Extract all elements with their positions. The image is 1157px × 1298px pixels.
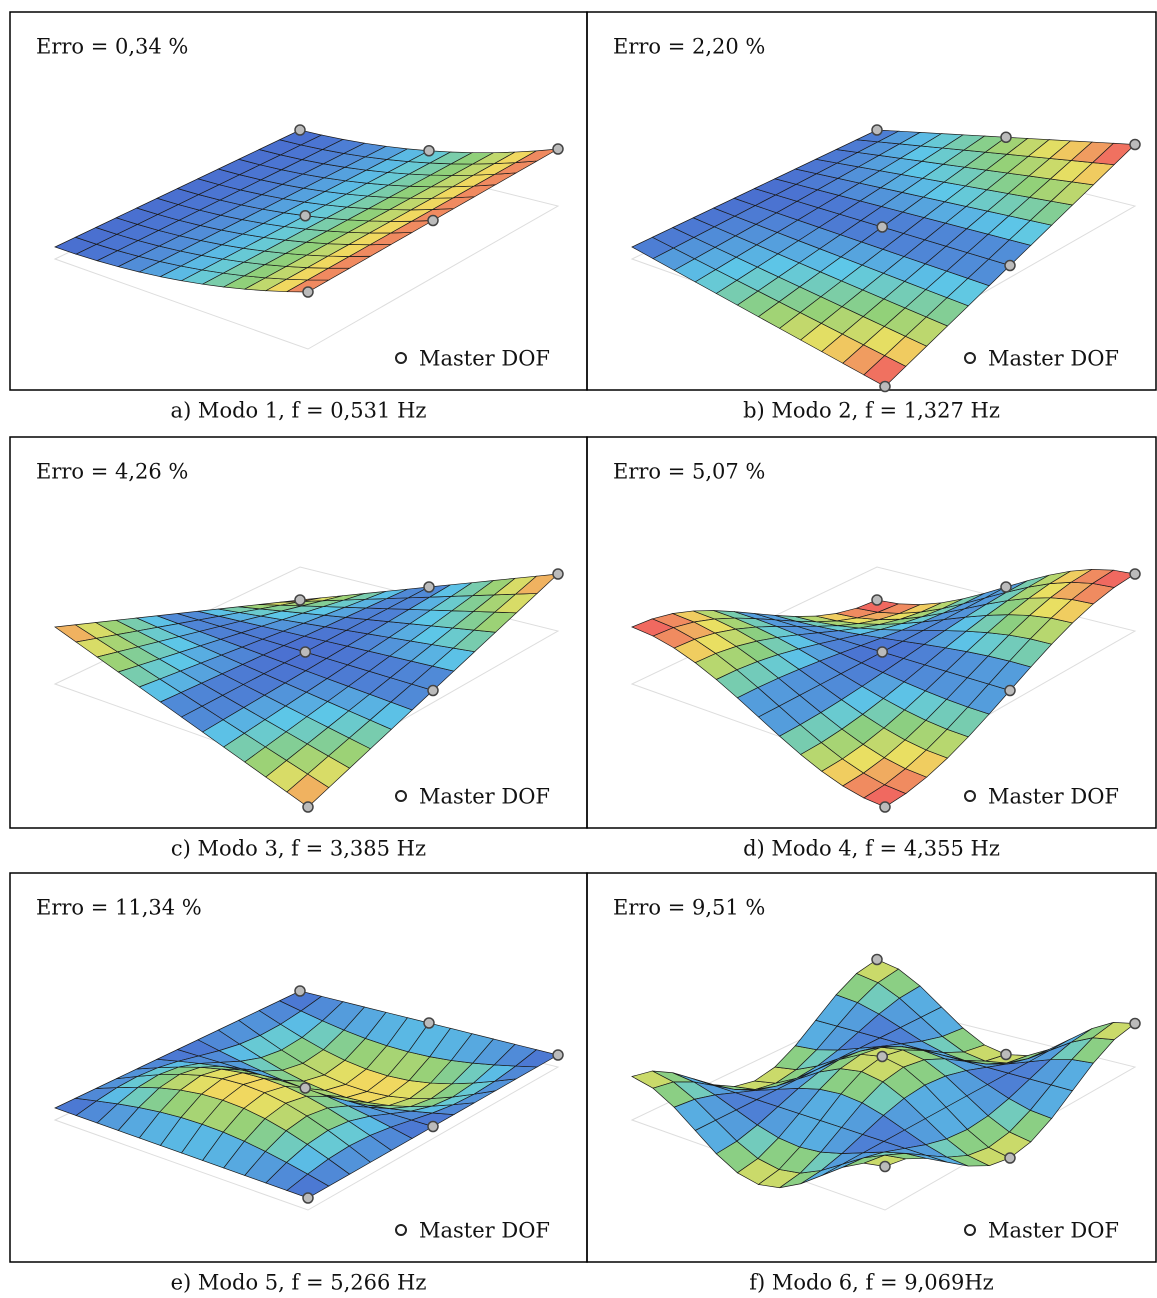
master-dof-node <box>1004 259 1016 272</box>
master-dof-node <box>299 1082 311 1094</box>
master-dof-node <box>423 145 435 157</box>
caption: c) Modo 3, f = 3,385 Hz <box>171 837 426 861</box>
caption: a) Modo 1, f = 0,531 Hz <box>171 399 427 423</box>
master-dof-node <box>423 581 435 593</box>
error-label: Erro = 9,51 % <box>613 896 765 920</box>
master-dof-node <box>1000 1048 1012 1061</box>
error-label: Erro = 0,34 % <box>36 35 188 59</box>
panel: Erro = 11,34 % Master DOF <box>9 872 588 1263</box>
legend-label: Master DOF <box>988 785 1119 809</box>
master-dof-node <box>294 594 306 606</box>
legend-label: Master DOF <box>988 347 1119 371</box>
master-dof-node <box>294 985 306 997</box>
master-dof-node <box>302 286 314 298</box>
master-dof-node <box>299 210 311 222</box>
legend-label: Master DOF <box>419 347 550 371</box>
master-dof-node <box>876 1050 888 1063</box>
legend-marker <box>395 1224 407 1236</box>
master-dof-node <box>876 221 888 233</box>
master-dof-node <box>552 568 564 580</box>
master-dof-node <box>1129 1017 1141 1030</box>
legend-marker <box>964 352 976 364</box>
caption: e) Modo 5, f = 5,266 Hz <box>171 1271 427 1295</box>
legend-marker <box>964 1224 976 1236</box>
master-dof-node <box>294 124 306 136</box>
caption: d) Modo 4, f = 4,355 Hz <box>743 837 1000 861</box>
panel-frame <box>586 872 1157 1263</box>
master-dof-node <box>879 801 891 813</box>
master-dof-node <box>552 1049 564 1061</box>
panel: Erro = 0,34 % Master DOF <box>9 11 588 391</box>
legend-marker <box>395 352 407 364</box>
error-label: Erro = 4,26 % <box>36 460 188 484</box>
master-dof-node <box>1129 568 1141 580</box>
master-dof-node <box>879 380 891 393</box>
master-dof-node <box>1004 684 1016 697</box>
master-dof-node <box>1004 1152 1016 1164</box>
master-dof-node <box>1000 131 1012 143</box>
error-label: Erro = 11,34 % <box>36 896 202 920</box>
legend-label: Master DOF <box>419 785 550 809</box>
caption: f) Modo 6, f = 9,069Hz <box>749 1271 993 1295</box>
master-dof-node <box>423 1017 435 1029</box>
master-dof-node <box>876 646 888 658</box>
panel-frame <box>586 436 1157 829</box>
master-dof-node <box>871 594 883 606</box>
legend-marker <box>964 790 976 802</box>
master-dof-node <box>552 143 564 155</box>
master-dof-node <box>1000 581 1012 593</box>
error-label: Erro = 5,07 % <box>613 460 765 484</box>
error-label: Erro = 2,20 % <box>613 35 765 59</box>
master-dof-node <box>871 124 883 136</box>
legend-marker <box>395 790 407 802</box>
legend-label: Master DOF <box>988 1219 1119 1243</box>
panel: Erro = 5,07 % Master DOF <box>586 436 1157 829</box>
master-dof-node <box>879 1160 891 1173</box>
master-dof-node <box>299 646 311 658</box>
caption: b) Modo 2, f = 1,327 Hz <box>743 399 1000 423</box>
legend-label: Master DOF <box>419 1219 550 1243</box>
master-dof-node <box>427 1120 439 1133</box>
panel: Erro = 9,51 % Master DOF <box>586 872 1157 1263</box>
master-dof-node <box>427 214 439 227</box>
panel-frame <box>586 11 1157 391</box>
master-dof-node <box>302 801 314 813</box>
master-dof-node <box>1129 138 1141 151</box>
master-dof-node <box>871 953 883 966</box>
panel: Erro = 4,26 % Master DOF <box>9 436 588 829</box>
master-dof-node <box>427 684 439 697</box>
master-dof-node <box>302 1192 314 1204</box>
panel: Erro = 2,20 % Master DOF <box>586 11 1157 393</box>
